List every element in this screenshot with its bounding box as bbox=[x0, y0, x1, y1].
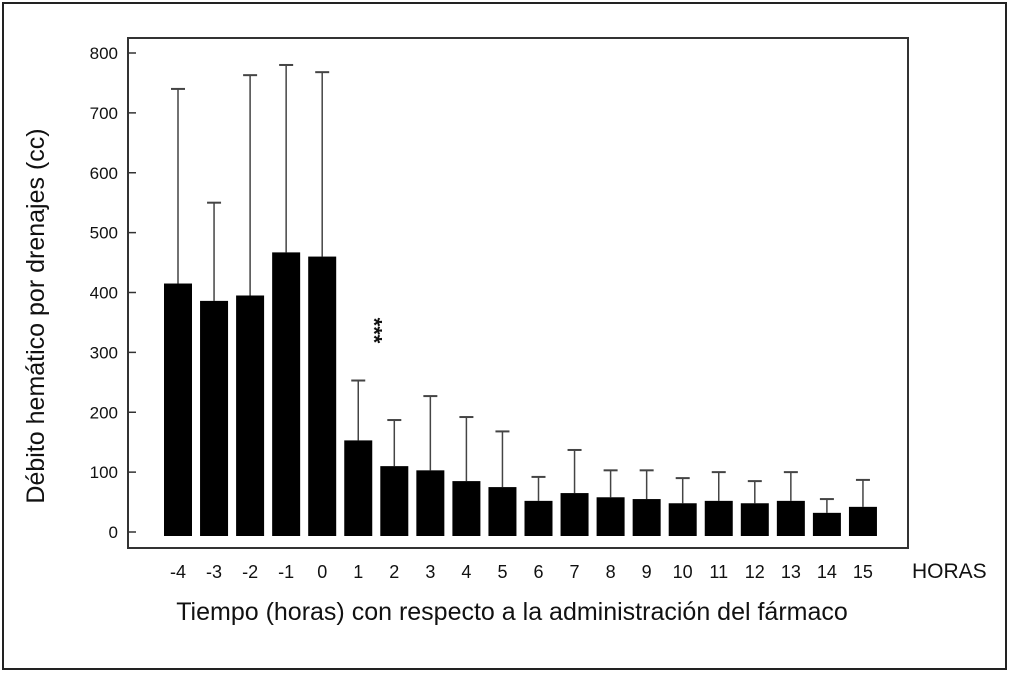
x-tick-label: -2 bbox=[242, 562, 258, 582]
bar bbox=[164, 283, 192, 536]
x-tick-label: 0 bbox=[317, 562, 327, 582]
x-tick-label: 4 bbox=[461, 562, 471, 582]
x-axis-title: Tiempo (horas) con respecto a la adminis… bbox=[176, 598, 848, 626]
x-tick-label: 11 bbox=[709, 562, 728, 582]
x-tick-label: -1 bbox=[278, 562, 294, 582]
bar bbox=[704, 500, 733, 536]
bar bbox=[416, 470, 445, 536]
x-tick-label: 12 bbox=[745, 562, 765, 582]
x-tick-label: 5 bbox=[497, 562, 507, 582]
x-tick-label: 2 bbox=[389, 562, 399, 582]
x-tick-label: 3 bbox=[425, 562, 435, 582]
y-tick-label: 300 bbox=[90, 343, 118, 362]
significance-annotation: *** bbox=[361, 318, 386, 344]
y-tick-label: 400 bbox=[90, 284, 118, 303]
y-tick-label: 100 bbox=[90, 463, 118, 482]
bar bbox=[488, 487, 517, 536]
y-axis-ticks: 0 100 200 300 400 500 600 700 800 bbox=[90, 44, 136, 542]
bar bbox=[776, 500, 805, 536]
x-tick-label: 9 bbox=[642, 562, 652, 582]
y-tick-label: 700 bbox=[90, 104, 118, 123]
bar bbox=[560, 493, 589, 536]
bar bbox=[200, 300, 229, 536]
bar bbox=[848, 506, 877, 536]
bar bbox=[452, 481, 481, 536]
bar bbox=[668, 503, 697, 536]
y-tick-label: 500 bbox=[90, 224, 118, 243]
bar bbox=[740, 503, 769, 536]
x-tick-label: 8 bbox=[606, 562, 616, 582]
x-tick-label: -3 bbox=[206, 562, 222, 582]
x-tick-label: 14 bbox=[817, 562, 837, 582]
bars bbox=[164, 252, 877, 537]
bar bbox=[812, 512, 841, 536]
bar bbox=[596, 497, 625, 536]
bar bbox=[380, 466, 409, 536]
x-tick-label: 10 bbox=[673, 562, 693, 582]
x-tick-label: 1 bbox=[353, 562, 363, 582]
bar bbox=[236, 295, 265, 536]
bar bbox=[272, 252, 301, 537]
x-tick-label: 13 bbox=[781, 562, 801, 582]
y-tick-label: 200 bbox=[90, 403, 118, 422]
bar bbox=[344, 440, 373, 536]
x-tick-label: 6 bbox=[533, 562, 543, 582]
bar bbox=[524, 500, 553, 536]
y-tick-label: 600 bbox=[90, 164, 118, 183]
x-tick-label: 15 bbox=[853, 562, 873, 582]
x-axis-unit-label: HORAS bbox=[912, 560, 987, 583]
bar bbox=[632, 499, 661, 536]
x-tick-label: -4 bbox=[170, 562, 186, 582]
x-tick-label: 7 bbox=[570, 562, 580, 582]
bar bbox=[308, 256, 337, 536]
y-tick-label: 800 bbox=[90, 44, 118, 63]
y-tick-label: 0 bbox=[109, 523, 118, 542]
x-axis-ticks: -4 -3 -2 -1 0 1 2 3 4 5 6 7 8 9 10 11 12 13 14 15 bbox=[170, 562, 873, 582]
y-axis-title: Débito hemático por drenajes (cc) bbox=[22, 128, 50, 503]
error-bars bbox=[171, 63, 870, 513]
